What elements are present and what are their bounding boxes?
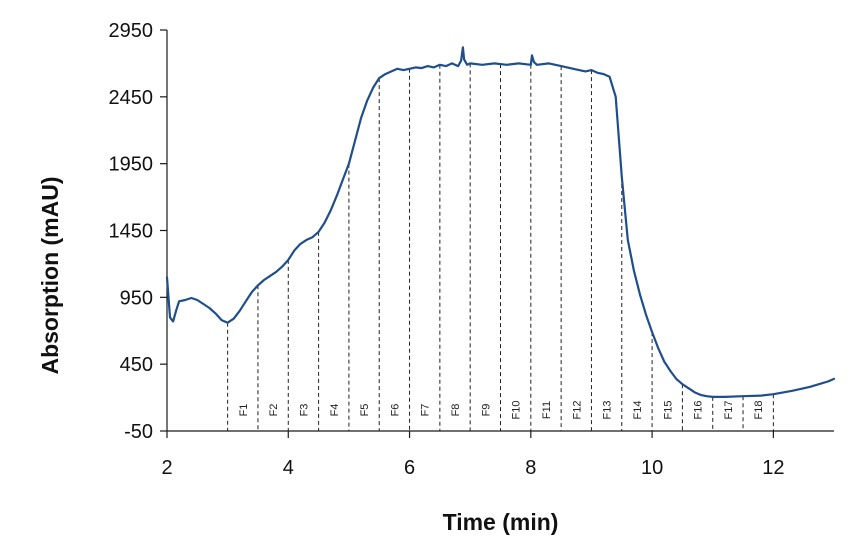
axis-ticks: -50 450 950 1450 1950 2450 2950 2 4 6 8 10 12 <box>109 20 785 479</box>
fraction-label: F2 <box>268 404 280 417</box>
y-tick-label: 1950 <box>109 154 154 176</box>
fraction-label: F7 <box>420 404 432 417</box>
y-tick-label: -50 <box>124 421 153 443</box>
x-tick-label: 4 <box>283 457 294 479</box>
fraction-label: F17 <box>723 401 735 420</box>
fraction-label: F15 <box>662 401 674 420</box>
fraction-label: F10 <box>511 401 523 420</box>
x-tick-label: 6 <box>404 457 415 479</box>
x-tick-label: 12 <box>762 457 784 479</box>
fraction-label: F1 <box>238 404 250 417</box>
y-tick-label: 2950 <box>109 20 154 42</box>
fraction-label: F18 <box>753 401 765 420</box>
y-tick-label: 2450 <box>109 87 154 109</box>
y-axis-title: Absorption (mAU) <box>37 176 63 374</box>
y-tick-label: 1450 <box>109 221 154 243</box>
y-tick-label: 450 <box>120 354 153 376</box>
fraction-label: F4 <box>329 404 341 417</box>
fraction-label: F16 <box>693 401 705 420</box>
series-line <box>165 46 836 398</box>
fraction-label: F12 <box>571 401 583 420</box>
fraction-label: F9 <box>480 404 492 417</box>
x-tick-label: 10 <box>641 457 663 479</box>
fraction-label: F3 <box>298 404 310 417</box>
fraction-label: F5 <box>359 404 371 417</box>
x-tick-label: 8 <box>525 457 536 479</box>
fraction-markers: F1 F2 F3 F4 F5 F6 F7 F8 F9 F10 F11 F12 F13 F14 F15 F16 F… <box>227 63 774 431</box>
fraction-label: F11 <box>541 401 553 419</box>
x-tick-label: 2 <box>161 457 172 479</box>
axes <box>166 30 834 432</box>
fraction-label: F6 <box>389 404 401 417</box>
y-tick-label: 950 <box>120 287 153 309</box>
fraction-label: F14 <box>632 401 644 420</box>
x-axis-title: Time (min) <box>443 509 559 535</box>
fraction-label: F13 <box>602 401 614 420</box>
fraction-label: F8 <box>450 404 462 417</box>
